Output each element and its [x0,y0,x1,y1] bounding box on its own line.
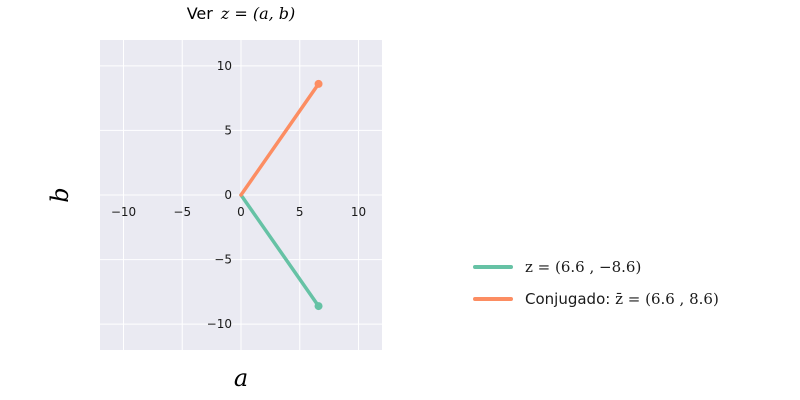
series-layer [239,79,323,311]
y-axis-label: b [46,187,74,202]
x-tick-label: 5 [296,205,304,219]
chart-title-prefix: Ver [187,4,214,23]
legend-entry-z: z = (6.6 , −8.6) [525,258,641,276]
y-tick-label: 0 [224,188,232,202]
x-tick-label: −10 [111,205,136,219]
legend: z = (6.6 , −8.6) Conjugado: z̄ = (6.6 , 8… [473,258,719,308]
x-axis-label: a [234,364,248,392]
legend-prefix: Conjugado: [525,290,615,308]
x-tick-label: 0 [237,205,245,219]
legend-math: z = (6.6 , −8.6) [525,258,641,276]
series-line-conj [239,82,321,197]
series-point-z [314,302,323,311]
x-tick-label: −5 [173,205,191,219]
chart-title: Ver z = (a, b) [187,4,296,23]
chart-title-math: z = (a, b) [220,4,295,23]
legend-entry-conj: Conjugado: z̄ = (6.6 , 8.6) [525,290,719,308]
y-tick-label: 10 [217,59,232,73]
series-line-z [239,193,321,308]
y-tick-label: −5 [214,253,232,267]
x-tick-label: 10 [351,205,366,219]
y-tick-label: −10 [207,317,232,331]
tick-labels: −10 −5 0 5 10 −10 −5 0 5 10 [111,59,366,331]
series-point-conj [314,79,323,88]
legend-math: z̄ = (6.6 , 8.6) [615,290,719,308]
y-tick-label: 5 [224,123,232,137]
